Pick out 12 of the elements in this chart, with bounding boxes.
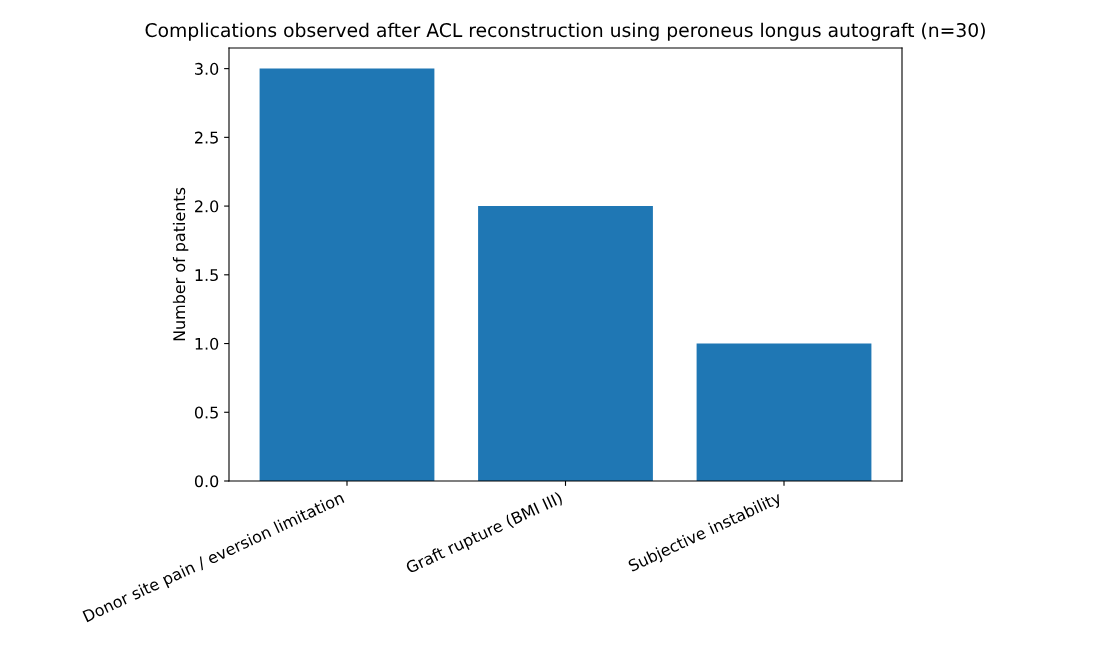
y-tick-label: 0.5 — [194, 406, 218, 419]
y-axis-title: Number of patients — [172, 187, 189, 341]
y-tick-label: 1.0 — [195, 337, 219, 350]
y-tick-label: 0.0 — [194, 475, 219, 488]
y-tick-label: 2.0 — [195, 200, 219, 213]
bar — [259, 68, 435, 481]
chart-title: Complications observed after ACL reconstruction using peroneus longus autograft (n=30) — [145, 22, 985, 41]
y-tick-label: 2.5 — [195, 131, 218, 144]
bar — [696, 343, 872, 481]
y-tick-label: 3.0 — [195, 62, 219, 75]
bar — [478, 206, 653, 481]
y-tick-label: 1.5 — [195, 269, 218, 282]
